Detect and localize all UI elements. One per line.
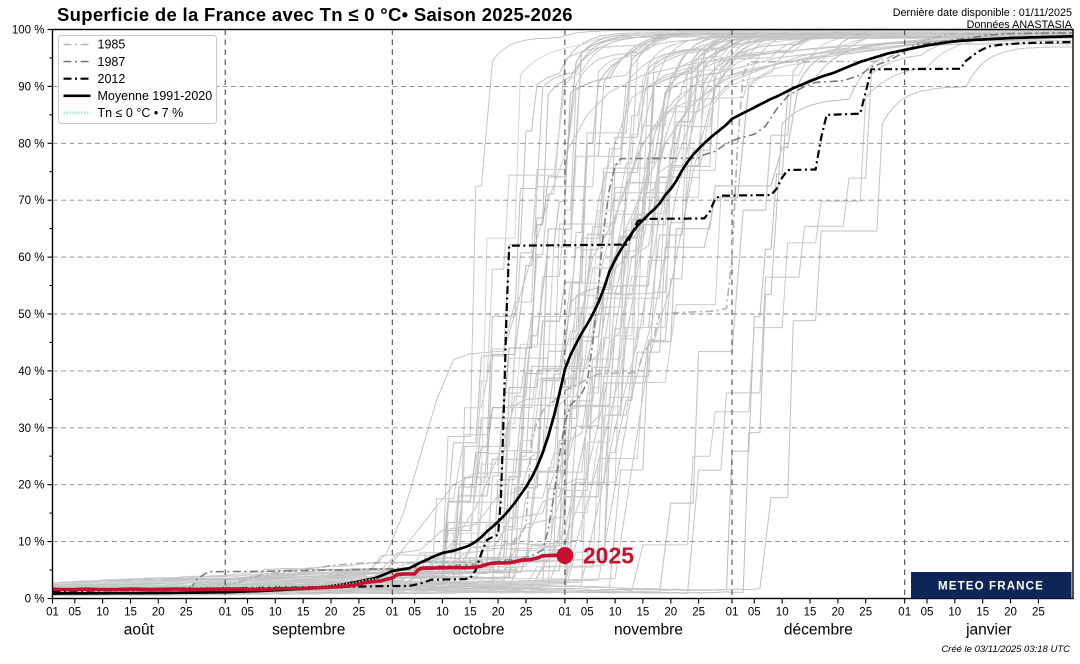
svg-text:Créé le 03/11/2025 03:18 UTC: Créé le 03/11/2025 03:18 UTC <box>941 644 1070 655</box>
svg-text:METEO FRANCE: METEO FRANCE <box>938 580 1044 593</box>
svg-text:10: 10 <box>436 607 449 619</box>
svg-text:01: 01 <box>898 607 911 619</box>
svg-text:2012: 2012 <box>98 72 126 86</box>
svg-text:05: 05 <box>408 607 421 619</box>
svg-text:25: 25 <box>520 607 533 619</box>
svg-text:10: 10 <box>269 607 282 619</box>
svg-text:20 %: 20 % <box>18 480 44 492</box>
svg-text:20: 20 <box>325 607 338 619</box>
svg-text:05: 05 <box>241 607 254 619</box>
svg-text:octobre: octobre <box>453 622 505 639</box>
svg-text:01: 01 <box>726 607 739 619</box>
svg-text:10 %: 10 % <box>18 537 44 549</box>
svg-text:janvier: janvier <box>965 622 1012 639</box>
svg-text:01: 01 <box>46 607 59 619</box>
svg-text:70 %: 70 % <box>18 195 44 207</box>
svg-text:10: 10 <box>609 607 622 619</box>
svg-text:Superficie de la France avec T: Superficie de la France avec Tn ≤ 0 °C• … <box>57 4 573 25</box>
svg-text:100 %: 100 % <box>12 25 45 37</box>
svg-text:Moyenne 1991-2020: Moyenne 1991-2020 <box>98 89 213 103</box>
svg-text:25: 25 <box>859 607 872 619</box>
svg-text:15: 15 <box>976 607 989 619</box>
svg-text:60 %: 60 % <box>18 252 44 264</box>
svg-text:10: 10 <box>776 607 789 619</box>
svg-text:Données ANASTASIA: Données ANASTASIA <box>967 19 1073 31</box>
svg-text:01: 01 <box>219 607 232 619</box>
svg-text:30 %: 30 % <box>18 423 44 435</box>
svg-text:40 %: 40 % <box>18 366 44 378</box>
svg-text:1987: 1987 <box>98 55 126 69</box>
svg-text:20: 20 <box>152 607 165 619</box>
svg-text:10: 10 <box>96 607 109 619</box>
svg-text:25: 25 <box>353 607 366 619</box>
svg-text:25: 25 <box>1032 607 1045 619</box>
svg-text:15: 15 <box>804 607 817 619</box>
svg-text:90 %: 90 % <box>18 81 44 93</box>
svg-text:20: 20 <box>664 607 677 619</box>
svg-text:septembre: septembre <box>272 622 345 639</box>
svg-text:01: 01 <box>559 607 572 619</box>
svg-text:20: 20 <box>832 607 845 619</box>
svg-text:décembre: décembre <box>784 622 853 639</box>
svg-text:25: 25 <box>692 607 705 619</box>
svg-text:15: 15 <box>464 607 477 619</box>
svg-text:25: 25 <box>180 607 193 619</box>
svg-text:05: 05 <box>921 607 934 619</box>
svg-text:0 %: 0 % <box>25 594 45 606</box>
svg-text:10: 10 <box>948 607 961 619</box>
svg-text:80 %: 80 % <box>18 138 44 150</box>
svg-text:15: 15 <box>297 607 310 619</box>
svg-text:05: 05 <box>68 607 81 619</box>
svg-text:Tn ≤ 0 °C • 7 %: Tn ≤ 0 °C • 7 % <box>98 106 184 120</box>
svg-text:novembre: novembre <box>614 622 683 639</box>
svg-text:Dernière date disponible : 01/: Dernière date disponible : 01/11/2025 <box>893 7 1072 19</box>
svg-text:20: 20 <box>492 607 505 619</box>
svg-text:2025: 2025 <box>583 543 634 569</box>
svg-text:01: 01 <box>386 607 399 619</box>
svg-text:05: 05 <box>748 607 761 619</box>
svg-text:05: 05 <box>581 607 594 619</box>
svg-text:15: 15 <box>124 607 137 619</box>
svg-text:août: août <box>124 622 155 639</box>
svg-text:20: 20 <box>1004 607 1017 619</box>
svg-text:50 %: 50 % <box>18 309 44 321</box>
svg-text:1985: 1985 <box>98 38 126 52</box>
svg-text:15: 15 <box>637 607 650 619</box>
